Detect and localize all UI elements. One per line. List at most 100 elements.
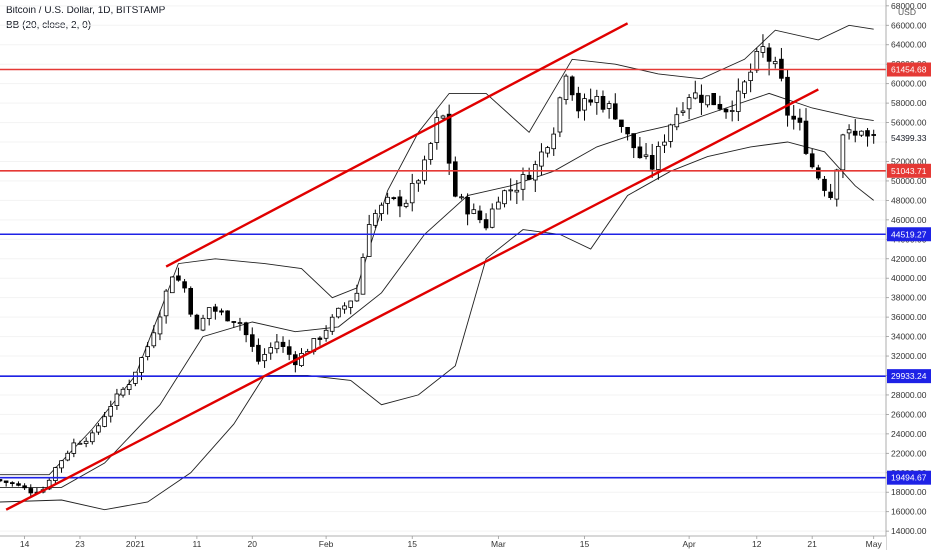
- candle-body: [200, 317, 206, 331]
- level-badge-label: 51043.71: [891, 166, 927, 176]
- candle-body: [514, 189, 520, 193]
- candle-body: [9, 482, 15, 485]
- price-tick-label: 34000.00: [891, 332, 927, 342]
- candle-body: [606, 103, 612, 109]
- candle-body: [754, 51, 760, 71]
- candle-body: [243, 322, 249, 336]
- candle-body: [705, 95, 710, 106]
- candle-body: [182, 281, 187, 289]
- candle-body: [428, 143, 433, 160]
- candle-body: [551, 133, 556, 150]
- candle-body: [323, 329, 329, 339]
- candle-body: [772, 61, 778, 65]
- price-tick-label: 42000.00: [891, 254, 927, 264]
- price-tick-label: 24000.00: [891, 429, 927, 439]
- candle-body: [809, 153, 815, 168]
- candle-body: [102, 416, 107, 427]
- candle-body: [723, 108, 729, 113]
- candle-body: [625, 127, 630, 135]
- candle-body: [496, 201, 501, 210]
- candle-body: [329, 316, 335, 332]
- candle-body: [317, 337, 323, 340]
- candle-body: [126, 384, 132, 391]
- candle-body: [588, 99, 593, 103]
- level-badge: [887, 62, 931, 77]
- price-tick-label: 50000.00: [891, 176, 927, 186]
- candle-body: [643, 154, 649, 157]
- candle-body: [668, 124, 673, 142]
- candle-body: [397, 196, 403, 207]
- candle-body: [440, 115, 446, 119]
- candle-body: [231, 321, 237, 323]
- price-tick-label: 68000.00: [891, 1, 927, 11]
- candle-body: [483, 219, 489, 229]
- bollinger-bands: [0, 24, 874, 511]
- candle-body: [403, 202, 409, 207]
- price-axis-bg: [886, 0, 932, 550]
- candle-body: [748, 71, 753, 81]
- candle-body: [539, 151, 544, 167]
- grid: [0, 5, 886, 532]
- candle-body: [797, 117, 803, 123]
- candle-body: [582, 98, 587, 111]
- candle-body: [53, 467, 58, 482]
- candle-body: [557, 97, 563, 133]
- candle-body: [520, 174, 526, 190]
- price-tick-label: 26000.00: [891, 409, 927, 419]
- price-tick-label: 56000.00: [891, 118, 927, 128]
- candle-body: [237, 322, 243, 325]
- price-tick-label: 18000.00: [891, 487, 927, 497]
- price-tick-label: 48000.00: [891, 195, 927, 205]
- candle-body: [533, 164, 538, 181]
- price-tick-label: 40000.00: [891, 273, 927, 283]
- candle-body: [871, 134, 876, 136]
- candle-body: [526, 174, 532, 180]
- candle-body: [686, 97, 692, 110]
- candle-body: [83, 440, 89, 444]
- candle-body: [717, 104, 723, 110]
- candle-body: [114, 393, 120, 407]
- bb-lower-band: [0, 141, 874, 511]
- candle-body: [760, 46, 766, 53]
- candle-body: [3, 480, 9, 483]
- candle-body: [729, 110, 735, 112]
- candle-body: [465, 196, 470, 215]
- candle-body: [656, 145, 661, 170]
- time-tick-label: 12: [752, 539, 762, 549]
- candle-body: [71, 442, 77, 454]
- candle-body: [262, 353, 267, 362]
- time-tick-label: 23: [75, 539, 85, 549]
- candle-body: [348, 300, 353, 308]
- candle-body: [169, 276, 175, 294]
- candle-body: [176, 275, 181, 281]
- level-badge-label: 29933.24: [891, 371, 927, 381]
- candle-body: [212, 306, 218, 312]
- candle-body: [256, 344, 261, 362]
- price-tick-label: 16000.00: [891, 507, 927, 517]
- candle-body: [268, 347, 273, 354]
- price-tick-label: 28000.00: [891, 390, 927, 400]
- candle-body: [249, 334, 255, 347]
- candle-body: [846, 129, 852, 134]
- candle-body: [59, 460, 64, 469]
- candle-body: [342, 305, 347, 310]
- candle-body: [28, 488, 34, 494]
- level-badge-label: 44519.27: [891, 229, 927, 239]
- chart-symbol-legend: Bitcoin / U.S. Dollar, 1D, BITSTAMP: [6, 5, 166, 16]
- candle-body: [360, 256, 366, 295]
- candle-body: [834, 169, 840, 200]
- price-tick-label: 36000.00: [891, 312, 927, 322]
- candle-body: [366, 224, 372, 257]
- bb-middle-band: [0, 92, 874, 488]
- current-price-label: 54399.33: [891, 133, 927, 143]
- candle-body: [77, 442, 83, 445]
- horizontal-levels: [0, 68, 886, 479]
- candle-body: [108, 405, 114, 417]
- candle-body: [803, 120, 809, 154]
- candle-body: [163, 290, 169, 317]
- candle-body: [354, 292, 360, 302]
- candle-body: [446, 113, 452, 164]
- trendline: [165, 22, 629, 268]
- time-tick-label: May: [866, 539, 883, 549]
